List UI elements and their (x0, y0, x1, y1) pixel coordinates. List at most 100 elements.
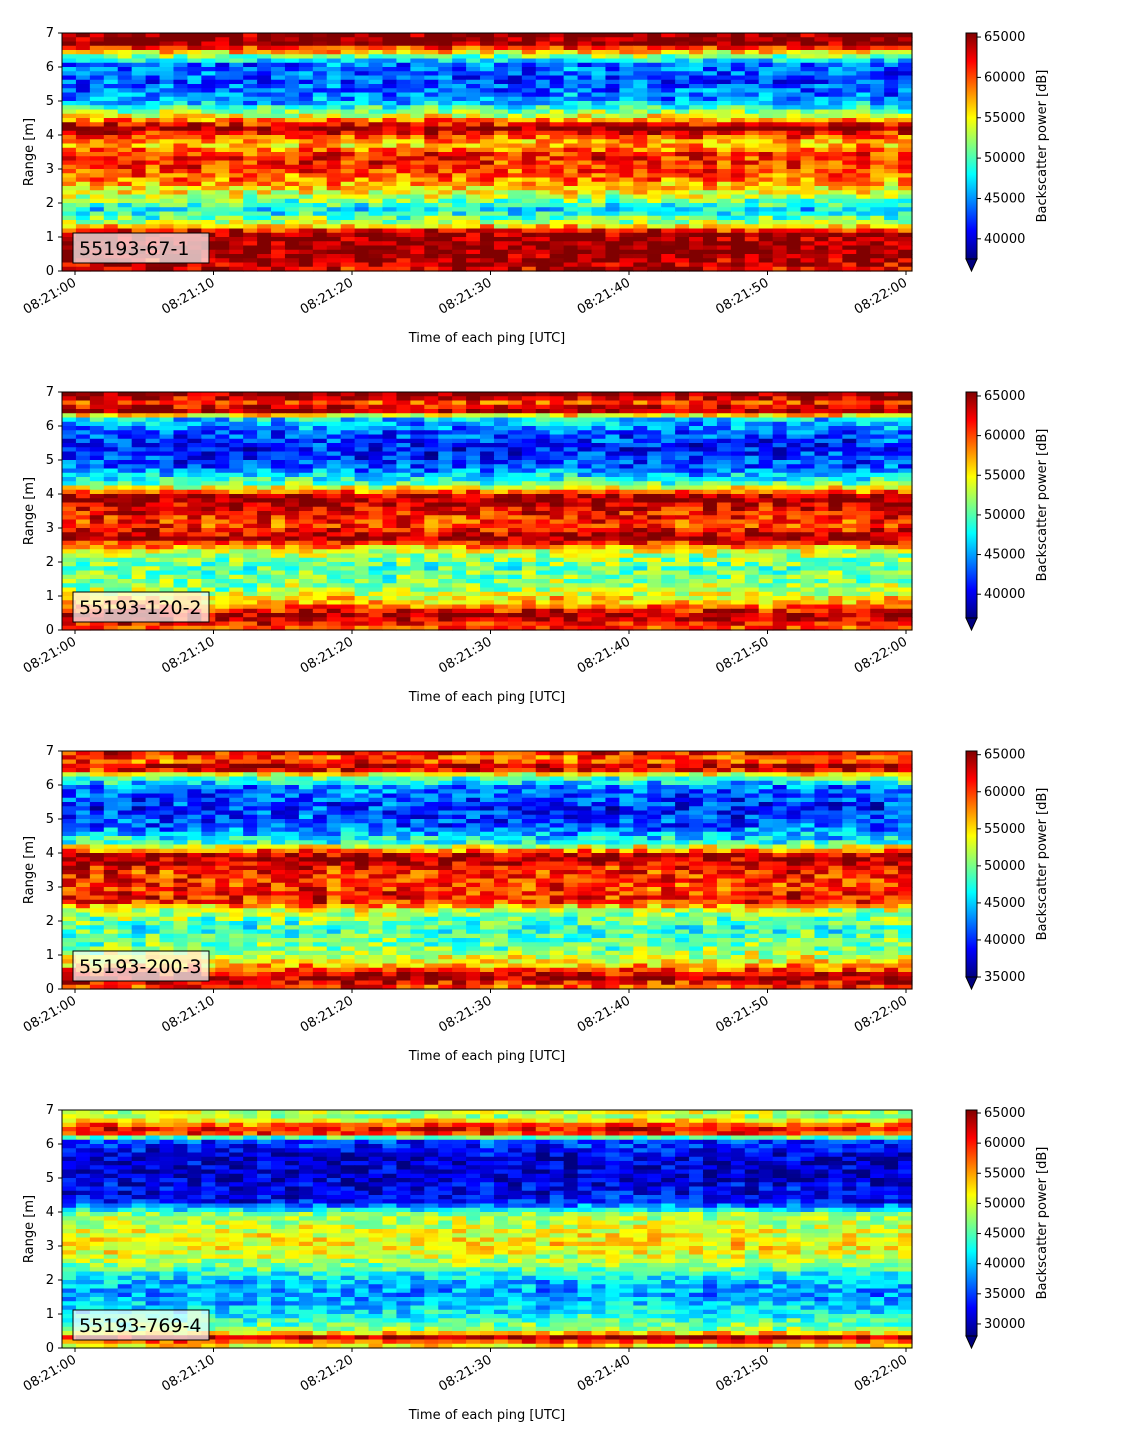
heatmap-cell (284, 409, 300, 414)
heatmap-cell (535, 71, 551, 77)
heatmap-cell (103, 477, 119, 482)
heatmap-cell (438, 477, 453, 482)
heatmap-cell (661, 220, 676, 225)
heatmap-cell (730, 109, 746, 115)
heatmap-cell (62, 472, 77, 478)
heatmap-cell (856, 139, 871, 145)
heatmap-cell (117, 37, 133, 43)
heatmap-cell (521, 215, 537, 221)
heatmap-cell (396, 45, 411, 51)
heatmap-cell (424, 434, 439, 440)
heatmap-cell (410, 164, 425, 170)
heatmap-cell (424, 186, 439, 191)
heatmap-cell (647, 258, 662, 264)
heatmap-cell (424, 105, 439, 111)
heatmap-cell (675, 92, 690, 98)
heatmap-cell (284, 477, 300, 482)
heatmap-cell (368, 262, 384, 268)
heatmap-cell (577, 215, 593, 221)
heatmap-cell (312, 177, 328, 183)
heatmap-cell (410, 211, 425, 217)
heatmap-cell (856, 254, 871, 259)
heatmap-cell (870, 215, 885, 221)
heatmap-cell (103, 122, 119, 128)
heatmap-cell (284, 258, 300, 264)
heatmap-cell (521, 249, 537, 255)
heatmap-cell (424, 443, 439, 448)
heatmap-cell (716, 92, 732, 98)
heatmap-cell (257, 198, 272, 204)
heatmap-cell (284, 139, 300, 145)
heatmap-cell (605, 434, 620, 440)
heatmap-cell (856, 224, 871, 230)
heatmap-cell (173, 198, 189, 204)
heatmap-cell (103, 203, 119, 208)
heatmap-cell (563, 392, 579, 397)
heatmap-cell (187, 177, 202, 183)
heatmap-cell (605, 109, 620, 115)
heatmap-cell (438, 58, 453, 64)
heatmap-cell (340, 79, 356, 85)
heatmap-cell (758, 443, 774, 448)
heatmap-cell (842, 481, 857, 487)
heatmap-cell (131, 92, 147, 98)
heatmap-cell (842, 79, 857, 85)
heatmap-cell (507, 262, 523, 268)
heatmap-cell (117, 413, 133, 419)
heatmap-cell (354, 198, 370, 204)
colorbar: 400004500050000550006000065000Backscatte… (965, 30, 1050, 273)
heatmap-cell (577, 75, 593, 81)
heatmap-cell (716, 262, 732, 268)
heatmap-cell (800, 181, 816, 187)
heatmap-cell (438, 67, 453, 72)
heatmap-cell (410, 181, 425, 187)
heatmap-cell (340, 109, 356, 115)
heatmap-cell (243, 485, 258, 491)
heatmap-cell (884, 447, 899, 453)
heatmap-cell (257, 258, 272, 264)
heatmap-cell (744, 494, 760, 499)
heatmap-cell (758, 75, 774, 81)
heatmap-cell (493, 79, 509, 85)
heatmap-cell (271, 198, 286, 204)
heatmap-cell (493, 152, 509, 157)
heatmap-cell (689, 207, 704, 213)
heatmap-cell (257, 101, 272, 106)
heatmap-cell (800, 33, 816, 38)
heatmap-cell (814, 147, 829, 153)
heatmap-cell (438, 96, 453, 102)
heatmap-cell (368, 109, 384, 115)
heatmap-cell (257, 460, 272, 465)
heatmap-cell (591, 421, 607, 427)
heatmap-cell (521, 426, 537, 431)
heatmap-cell (243, 164, 258, 170)
heatmap-cell (507, 434, 523, 440)
heatmap-cell (870, 105, 885, 111)
heatmap-cell (298, 41, 314, 47)
heatmap-cell (856, 41, 871, 47)
heatmap-cell (229, 392, 244, 397)
heatmap-cell (243, 262, 258, 268)
heatmap-cell (257, 249, 272, 255)
heatmap-cell (145, 177, 161, 183)
heatmap-cell (633, 404, 648, 410)
heatmap-cell (507, 37, 523, 43)
heatmap-cell (75, 409, 91, 414)
heatmap-cell (744, 392, 760, 397)
heatmap-cell (312, 417, 328, 423)
heatmap-cell (577, 71, 593, 77)
heatmap-cell (493, 186, 509, 191)
heatmap-cell (772, 241, 788, 247)
heatmap-cell (507, 477, 523, 482)
heatmap-cell (814, 228, 829, 234)
heatmap-cell (117, 58, 133, 64)
heatmap-cell (591, 232, 607, 238)
heatmap-cell (340, 45, 356, 51)
heatmap-cell (75, 392, 91, 397)
heatmap-cell (758, 50, 774, 55)
heatmap-cell (758, 71, 774, 77)
heatmap-cell (368, 45, 384, 51)
heatmap-cell (493, 220, 509, 225)
heatmap-cell (159, 477, 175, 482)
heatmap-cell (661, 113, 676, 119)
